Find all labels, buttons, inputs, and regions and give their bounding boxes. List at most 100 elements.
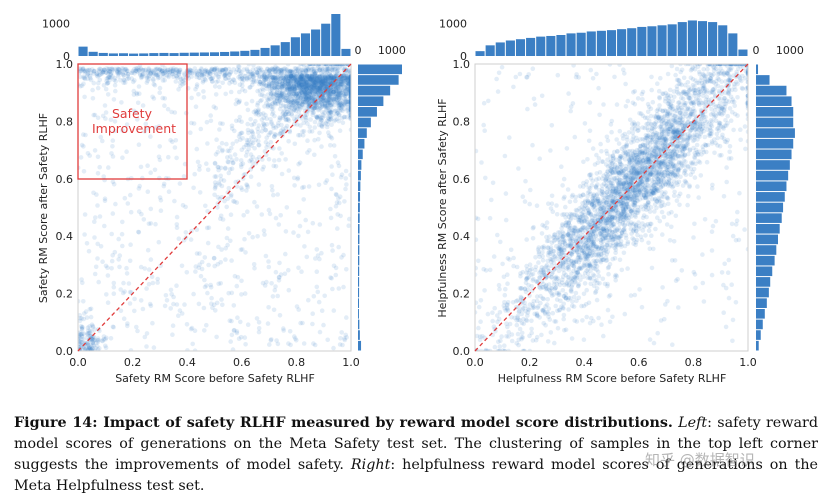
scatter-point bbox=[120, 290, 126, 296]
scatter-point bbox=[235, 274, 241, 280]
scatter-point bbox=[348, 84, 351, 90]
scatter-point bbox=[196, 301, 202, 307]
scatter-point bbox=[337, 95, 342, 101]
scatter-point bbox=[218, 260, 223, 265]
scatter-point bbox=[277, 88, 283, 93]
scatter-point bbox=[267, 342, 272, 347]
scatter-point bbox=[344, 74, 349, 79]
scatter-point bbox=[251, 109, 257, 115]
scatter-point bbox=[336, 78, 342, 84]
scatter-point bbox=[307, 92, 313, 97]
scatter-point bbox=[334, 84, 339, 90]
scatter-point bbox=[343, 75, 349, 81]
scatter-point bbox=[346, 81, 351, 86]
scatter-point bbox=[172, 198, 177, 204]
scatter-point bbox=[300, 77, 306, 82]
scatter-point bbox=[346, 223, 351, 228]
scatter-point bbox=[309, 73, 315, 79]
scatter-point bbox=[342, 93, 348, 99]
scatter-point bbox=[252, 199, 257, 205]
scatter-point bbox=[82, 232, 87, 237]
scatter-point bbox=[323, 107, 329, 113]
scatter-point bbox=[305, 83, 310, 89]
scatter-point bbox=[150, 320, 155, 326]
scatter-point bbox=[252, 146, 257, 151]
scatter-point bbox=[227, 72, 232, 77]
scatter-point bbox=[95, 241, 100, 247]
scatter-point bbox=[324, 84, 330, 89]
scatter-point bbox=[346, 81, 351, 87]
right-hist-bar bbox=[358, 330, 360, 340]
scatter-point bbox=[256, 143, 262, 148]
scatter-point bbox=[229, 258, 234, 263]
scatter-point bbox=[273, 101, 278, 106]
scatter-point bbox=[326, 97, 332, 102]
scatter-point bbox=[279, 171, 285, 177]
right-hist-bar bbox=[358, 128, 367, 138]
scatter-point bbox=[337, 88, 343, 94]
scatter-point bbox=[266, 81, 272, 87]
scatter-point bbox=[320, 82, 325, 87]
scatter-point bbox=[338, 92, 343, 97]
scatter-point bbox=[330, 286, 335, 292]
scatter-point bbox=[244, 77, 250, 82]
scatter-point bbox=[314, 76, 320, 81]
scatter-point bbox=[271, 85, 277, 91]
scatter-point bbox=[340, 108, 345, 113]
scatter-point bbox=[325, 79, 331, 84]
scatter-point bbox=[231, 77, 237, 83]
scatter-point bbox=[266, 79, 272, 85]
scatter-point bbox=[296, 73, 301, 78]
scatter-point bbox=[321, 84, 327, 89]
scatter-point bbox=[303, 81, 309, 86]
scatter-point bbox=[266, 305, 271, 310]
scatter-point bbox=[288, 342, 293, 348]
scatter-point bbox=[319, 86, 325, 91]
scatter-point bbox=[316, 74, 322, 80]
scatter-point bbox=[338, 77, 343, 82]
scatter-point bbox=[294, 114, 300, 119]
scatter-point bbox=[274, 78, 279, 83]
scatter-point bbox=[345, 108, 350, 113]
scatter-point bbox=[86, 248, 92, 254]
scatter-point bbox=[344, 84, 350, 89]
scatter-point bbox=[322, 293, 328, 299]
scatter-point bbox=[317, 73, 323, 79]
scatter-point bbox=[337, 92, 343, 97]
scatter-point bbox=[694, 142, 700, 148]
scatter-point bbox=[322, 78, 328, 83]
scatter-point bbox=[298, 80, 304, 85]
scatter-point bbox=[303, 91, 308, 97]
scatter-point bbox=[277, 94, 283, 100]
scatter-point bbox=[305, 77, 311, 82]
scatter-point bbox=[343, 91, 349, 96]
scatter-point bbox=[348, 100, 351, 105]
scatter-point bbox=[157, 195, 163, 200]
scatter-point bbox=[108, 336, 114, 341]
scatter-point bbox=[320, 77, 326, 83]
scatter-point bbox=[273, 75, 279, 81]
scatter-point bbox=[240, 76, 245, 81]
right-hist-bar bbox=[358, 117, 371, 128]
scatter-point bbox=[312, 101, 318, 106]
scatter-point bbox=[274, 90, 280, 96]
scatter-point bbox=[339, 101, 344, 106]
scatter-point bbox=[113, 201, 118, 207]
scatter-point bbox=[95, 171, 101, 176]
scatter-point bbox=[161, 183, 167, 189]
figure-panels: Safety Improvement 0.0 0.2 0.4 0.6 0.8 1.0 0.… bbox=[37, 14, 804, 385]
left-annotation-line-2: Improvement bbox=[92, 121, 176, 136]
right-hist-bar bbox=[358, 223, 360, 234]
scatter-point bbox=[296, 132, 301, 138]
scatter-point bbox=[341, 73, 347, 78]
scatter-point bbox=[303, 96, 309, 102]
scatter-point bbox=[293, 75, 298, 81]
scatter-point bbox=[302, 90, 308, 95]
scatter-point bbox=[348, 113, 351, 118]
scatter-point bbox=[334, 98, 340, 103]
scatter-point bbox=[280, 83, 286, 89]
scatter-point bbox=[310, 81, 315, 86]
top-hist-tick: 1000 bbox=[42, 18, 70, 31]
scatter-point bbox=[100, 259, 105, 265]
top-hist-bar bbox=[139, 53, 149, 56]
